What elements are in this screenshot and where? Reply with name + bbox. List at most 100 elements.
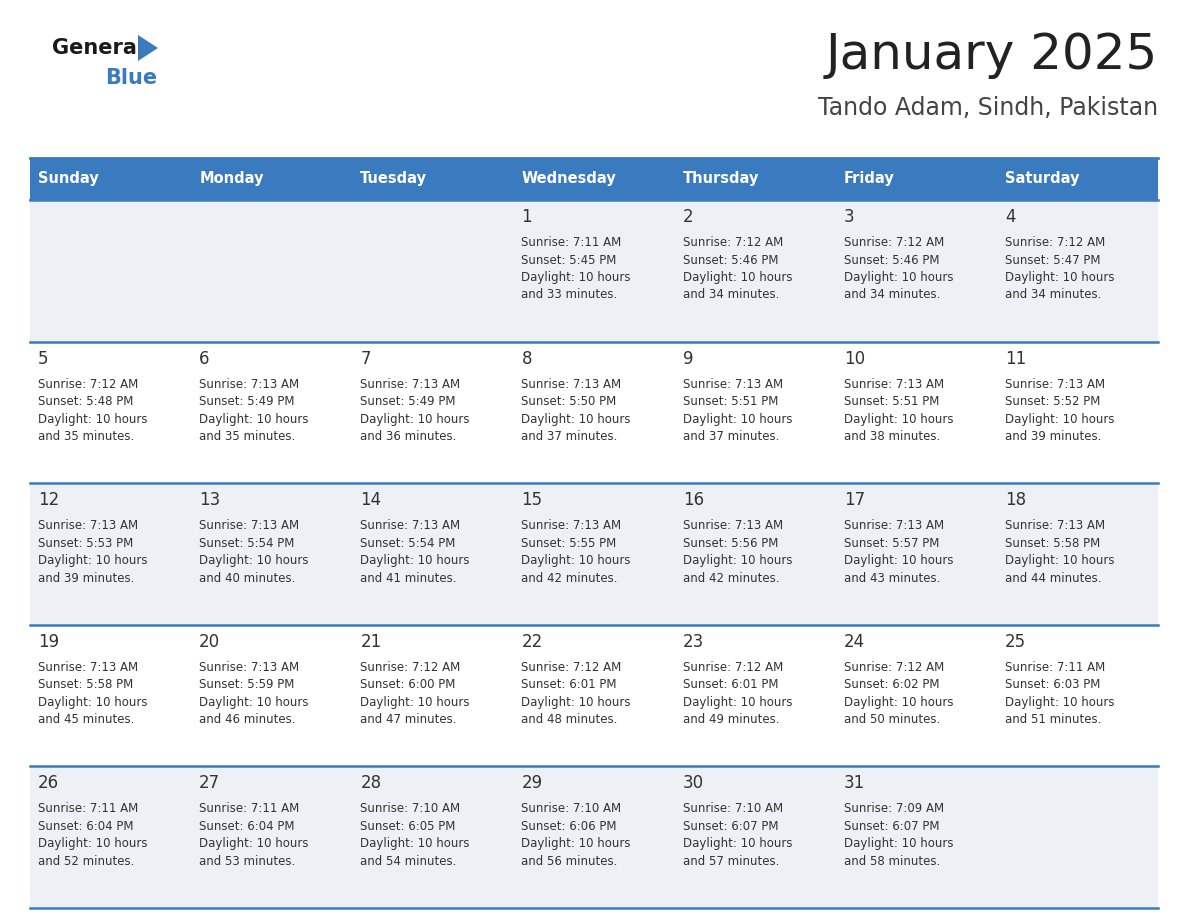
Bar: [675, 483, 835, 625]
Bar: [513, 158, 675, 200]
Text: and 47 minutes.: and 47 minutes.: [360, 713, 457, 726]
Bar: [513, 341, 675, 483]
Text: Daylight: 10 hours: Daylight: 10 hours: [683, 837, 792, 850]
Text: and 57 minutes.: and 57 minutes.: [683, 855, 779, 868]
Text: and 54 minutes.: and 54 minutes.: [360, 855, 456, 868]
Text: and 39 minutes.: and 39 minutes.: [1005, 431, 1101, 443]
Text: Sunset: 5:54 PM: Sunset: 5:54 PM: [200, 537, 295, 550]
Text: 26: 26: [38, 775, 59, 792]
Text: Daylight: 10 hours: Daylight: 10 hours: [360, 696, 469, 709]
Text: Daylight: 10 hours: Daylight: 10 hours: [1005, 271, 1114, 284]
Bar: [835, 483, 997, 625]
Bar: [353, 483, 513, 625]
Text: Sunset: 6:01 PM: Sunset: 6:01 PM: [522, 678, 617, 691]
Text: Sunset: 5:46 PM: Sunset: 5:46 PM: [843, 253, 940, 266]
Text: and 38 minutes.: and 38 minutes.: [843, 431, 940, 443]
Text: Sunset: 5:46 PM: Sunset: 5:46 PM: [683, 253, 778, 266]
Bar: [513, 625, 675, 767]
Bar: [30, 158, 191, 200]
Text: Daylight: 10 hours: Daylight: 10 hours: [200, 837, 309, 850]
Bar: [191, 200, 353, 341]
Text: 6: 6: [200, 350, 210, 367]
Text: Sunset: 5:49 PM: Sunset: 5:49 PM: [360, 395, 456, 409]
Bar: [30, 767, 191, 908]
Text: 31: 31: [843, 775, 865, 792]
Text: and 40 minutes.: and 40 minutes.: [200, 572, 296, 585]
Text: Sunrise: 7:12 AM: Sunrise: 7:12 AM: [843, 236, 944, 249]
Text: Daylight: 10 hours: Daylight: 10 hours: [843, 554, 953, 567]
Text: Sunset: 5:51 PM: Sunset: 5:51 PM: [843, 395, 940, 409]
Text: and 51 minutes.: and 51 minutes.: [1005, 713, 1101, 726]
Text: Sunset: 6:01 PM: Sunset: 6:01 PM: [683, 678, 778, 691]
Text: 2: 2: [683, 208, 694, 226]
Text: 23: 23: [683, 633, 703, 651]
Text: Monday: Monday: [200, 172, 264, 186]
Text: Sunset: 6:07 PM: Sunset: 6:07 PM: [683, 820, 778, 833]
Text: and 45 minutes.: and 45 minutes.: [38, 713, 134, 726]
Text: 17: 17: [843, 491, 865, 509]
Text: 19: 19: [38, 633, 59, 651]
Text: Daylight: 10 hours: Daylight: 10 hours: [38, 696, 147, 709]
Text: and 42 minutes.: and 42 minutes.: [522, 572, 618, 585]
Text: Sunset: 5:58 PM: Sunset: 5:58 PM: [1005, 537, 1100, 550]
Bar: [30, 483, 191, 625]
Text: Sunrise: 7:12 AM: Sunrise: 7:12 AM: [38, 377, 138, 390]
Text: 13: 13: [200, 491, 221, 509]
Text: Sunrise: 7:13 AM: Sunrise: 7:13 AM: [200, 377, 299, 390]
Bar: [191, 483, 353, 625]
Text: and 35 minutes.: and 35 minutes.: [38, 431, 134, 443]
Text: and 34 minutes.: and 34 minutes.: [843, 288, 940, 301]
Text: Sunrise: 7:13 AM: Sunrise: 7:13 AM: [38, 520, 138, 532]
Text: Sunrise: 7:12 AM: Sunrise: 7:12 AM: [683, 661, 783, 674]
Text: and 36 minutes.: and 36 minutes.: [360, 431, 456, 443]
Text: 3: 3: [843, 208, 854, 226]
Text: 15: 15: [522, 491, 543, 509]
Text: Sunset: 5:49 PM: Sunset: 5:49 PM: [200, 395, 295, 409]
Bar: [675, 341, 835, 483]
Text: Sunset: 6:02 PM: Sunset: 6:02 PM: [843, 678, 940, 691]
Text: and 42 minutes.: and 42 minutes.: [683, 572, 779, 585]
Text: Sunrise: 7:13 AM: Sunrise: 7:13 AM: [843, 520, 944, 532]
Text: Sunrise: 7:12 AM: Sunrise: 7:12 AM: [522, 661, 621, 674]
Text: Blue: Blue: [105, 68, 157, 88]
Text: 7: 7: [360, 350, 371, 367]
Text: and 44 minutes.: and 44 minutes.: [1005, 572, 1101, 585]
Bar: [191, 341, 353, 483]
Text: and 37 minutes.: and 37 minutes.: [683, 431, 779, 443]
Text: Daylight: 10 hours: Daylight: 10 hours: [522, 696, 631, 709]
Text: Sunrise: 7:13 AM: Sunrise: 7:13 AM: [38, 661, 138, 674]
Text: 12: 12: [38, 491, 59, 509]
Text: Sunrise: 7:13 AM: Sunrise: 7:13 AM: [683, 377, 783, 390]
Text: 14: 14: [360, 491, 381, 509]
Text: 21: 21: [360, 633, 381, 651]
Text: 4: 4: [1005, 208, 1016, 226]
Bar: [835, 341, 997, 483]
Text: Sunset: 5:56 PM: Sunset: 5:56 PM: [683, 537, 778, 550]
Text: Daylight: 10 hours: Daylight: 10 hours: [683, 696, 792, 709]
Bar: [353, 625, 513, 767]
Text: and 50 minutes.: and 50 minutes.: [843, 713, 940, 726]
Text: 27: 27: [200, 775, 220, 792]
Text: 10: 10: [843, 350, 865, 367]
Text: Sunset: 5:54 PM: Sunset: 5:54 PM: [360, 537, 456, 550]
Text: Sunrise: 7:12 AM: Sunrise: 7:12 AM: [683, 236, 783, 249]
Text: 16: 16: [683, 491, 703, 509]
Text: 25: 25: [1005, 633, 1026, 651]
Text: and 34 minutes.: and 34 minutes.: [683, 288, 779, 301]
Text: 30: 30: [683, 775, 703, 792]
Text: Daylight: 10 hours: Daylight: 10 hours: [38, 554, 147, 567]
Bar: [353, 158, 513, 200]
Text: Sunset: 5:57 PM: Sunset: 5:57 PM: [843, 537, 940, 550]
Text: Tuesday: Tuesday: [360, 172, 428, 186]
Bar: [191, 625, 353, 767]
Text: Sunrise: 7:13 AM: Sunrise: 7:13 AM: [200, 661, 299, 674]
Bar: [30, 200, 191, 341]
Text: Sunset: 6:04 PM: Sunset: 6:04 PM: [200, 820, 295, 833]
Text: 18: 18: [1005, 491, 1026, 509]
Text: Sunrise: 7:11 AM: Sunrise: 7:11 AM: [38, 802, 138, 815]
Text: 29: 29: [522, 775, 543, 792]
Bar: [353, 767, 513, 908]
Bar: [997, 767, 1158, 908]
Text: Sunset: 5:50 PM: Sunset: 5:50 PM: [522, 395, 617, 409]
Text: Sunrise: 7:13 AM: Sunrise: 7:13 AM: [1005, 377, 1105, 390]
